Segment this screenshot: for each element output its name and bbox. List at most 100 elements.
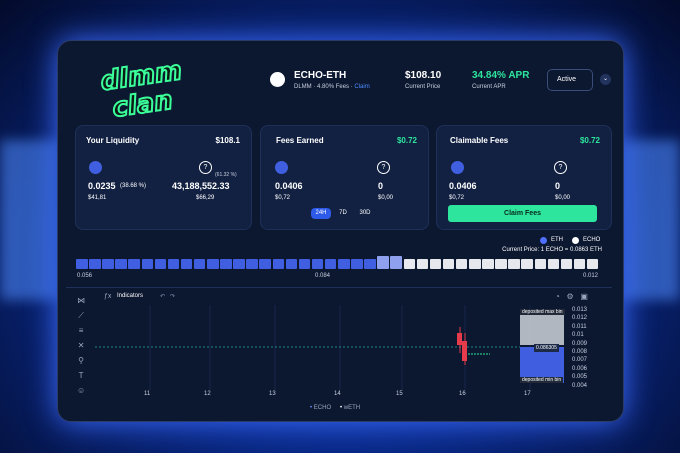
card-total: $0.72 bbox=[579, 136, 600, 145]
help-icon: ? bbox=[554, 161, 567, 174]
help-icon: ? bbox=[377, 161, 390, 174]
chart-legend: • ECHO bbox=[310, 405, 332, 411]
liquidity-bin bbox=[560, 259, 573, 269]
liquidity-bin bbox=[167, 259, 180, 269]
liquidity-bin bbox=[180, 259, 193, 269]
chart-tools[interactable]: ◔ ⚙ ▣ bbox=[555, 292, 588, 301]
drawing-toolbar[interactable]: ⋈ ⟋ ≡ ✕ ⚲ T ☺ bbox=[77, 296, 86, 395]
divider bbox=[66, 287, 612, 288]
logo: dlmm clan bbox=[98, 55, 185, 120]
apr-label: Current APR bbox=[472, 84, 506, 90]
deposited-echo bbox=[520, 311, 564, 345]
y-tick-label: 0.011 bbox=[572, 323, 587, 330]
y-tick-label: 0.004 bbox=[572, 382, 588, 389]
axis-label: 0.084 bbox=[315, 273, 331, 279]
y-tick-label: 0.013 bbox=[572, 307, 588, 313]
amount: 0.0235 bbox=[88, 181, 116, 191]
x-tick-label: 12 bbox=[204, 391, 211, 397]
liquidity-bin bbox=[76, 259, 88, 269]
current-label: 0.086305 bbox=[534, 344, 559, 352]
y-tick-label: 0.009 bbox=[572, 340, 588, 347]
chart-legend: • wETH bbox=[340, 405, 361, 411]
pair-sub: DLMM · 4.80% Fees · Claim bbox=[294, 84, 370, 90]
liquidity-bin bbox=[442, 259, 455, 269]
card-title: Your Liquidity bbox=[86, 136, 140, 145]
x-tick-label: 14 bbox=[334, 391, 341, 397]
liquidity-bin bbox=[285, 259, 298, 269]
legend-label: ECHO bbox=[313, 405, 332, 411]
y-tick-label: 0.012 bbox=[572, 315, 588, 322]
legend-dot bbox=[572, 237, 579, 244]
card bbox=[75, 125, 252, 230]
liquidity-bin bbox=[482, 259, 494, 269]
liquidity-bin bbox=[298, 259, 311, 269]
eth-icon bbox=[275, 161, 288, 174]
protocol: DLMM bbox=[294, 84, 312, 90]
liquidity-bin bbox=[89, 259, 101, 269]
share: (61.32 %) bbox=[215, 172, 237, 178]
liquidity-bin bbox=[233, 259, 245, 269]
y-tick-label: 0.01 bbox=[572, 332, 584, 339]
legend-label: wETH bbox=[343, 405, 361, 411]
liquidity-bin bbox=[429, 259, 442, 269]
usd: $41,81 bbox=[88, 195, 107, 201]
liquidity-bin bbox=[272, 259, 285, 269]
liquidity-bin bbox=[338, 259, 350, 269]
eth-icon bbox=[89, 161, 102, 174]
liquidity-bin bbox=[521, 259, 533, 269]
undo-redo[interactable]: ↶ ↷ bbox=[160, 294, 176, 300]
candle bbox=[457, 333, 462, 345]
price-chart bbox=[95, 305, 570, 390]
liquidity-bin bbox=[573, 259, 586, 269]
liquidity-bin bbox=[193, 259, 206, 269]
liquidity-bin bbox=[115, 259, 127, 269]
candle bbox=[462, 341, 467, 361]
x-tick-label: 15 bbox=[396, 391, 403, 397]
period-tab[interactable]: 7D bbox=[339, 210, 347, 216]
period-tab[interactable]: 24H bbox=[311, 208, 331, 219]
glow bbox=[0, 140, 60, 300]
liquidity-bin bbox=[154, 259, 167, 269]
usd: $66,29 bbox=[196, 195, 215, 201]
usd: $0,72 bbox=[449, 195, 465, 201]
liquidity-bin bbox=[207, 259, 219, 269]
x-tick-label: 11 bbox=[144, 391, 151, 397]
apr: 34.84% APR bbox=[472, 70, 530, 81]
dropdown[interactable]: ⌄ bbox=[600, 74, 611, 85]
y-tick-label: 0.007 bbox=[572, 357, 588, 364]
liquidity-bin bbox=[416, 259, 429, 269]
token-icon bbox=[270, 72, 285, 87]
claim-link[interactable]: Claim bbox=[354, 84, 370, 90]
liquidity-bin bbox=[586, 259, 599, 269]
period-tab[interactable]: 30D bbox=[359, 210, 371, 216]
card-total: $0.72 bbox=[396, 136, 417, 145]
eth-icon bbox=[451, 161, 464, 174]
current-price: Current Price: 1 ECHO = 0.0863 ETH bbox=[502, 247, 602, 253]
liquidity-bin bbox=[324, 259, 337, 269]
usd: $0,00 bbox=[378, 195, 394, 201]
card-total: $108.1 bbox=[215, 136, 240, 145]
liquidity-bin bbox=[311, 259, 324, 269]
fx-icon[interactable]: ƒx bbox=[104, 293, 112, 300]
card-title: Fees Earned bbox=[276, 136, 324, 145]
liquidity-bin bbox=[469, 259, 481, 269]
card bbox=[260, 125, 429, 230]
status-select[interactable]: Active bbox=[547, 69, 593, 91]
axis-label: 0.056 bbox=[77, 273, 93, 279]
share: (38.68 %) bbox=[120, 183, 147, 189]
x-tick-label: 17 bbox=[524, 391, 531, 397]
pair: ECHO-ETH bbox=[294, 70, 347, 81]
help-icon: ? bbox=[199, 161, 212, 174]
amount: 43,188,552.33 bbox=[172, 181, 230, 191]
usd: $0,72 bbox=[275, 195, 291, 201]
legend-dot bbox=[540, 237, 547, 244]
plot-area bbox=[95, 305, 570, 390]
indicators-button[interactable]: Indicators bbox=[117, 293, 144, 299]
liquidity-bin bbox=[220, 259, 232, 269]
liquidity-bin bbox=[128, 259, 140, 269]
x-tick-label: 16 bbox=[459, 391, 466, 397]
y-tick-label: 0.008 bbox=[572, 349, 588, 355]
claim-button[interactable]: Claim Fees bbox=[448, 205, 597, 222]
liquidity-bin bbox=[377, 256, 389, 269]
